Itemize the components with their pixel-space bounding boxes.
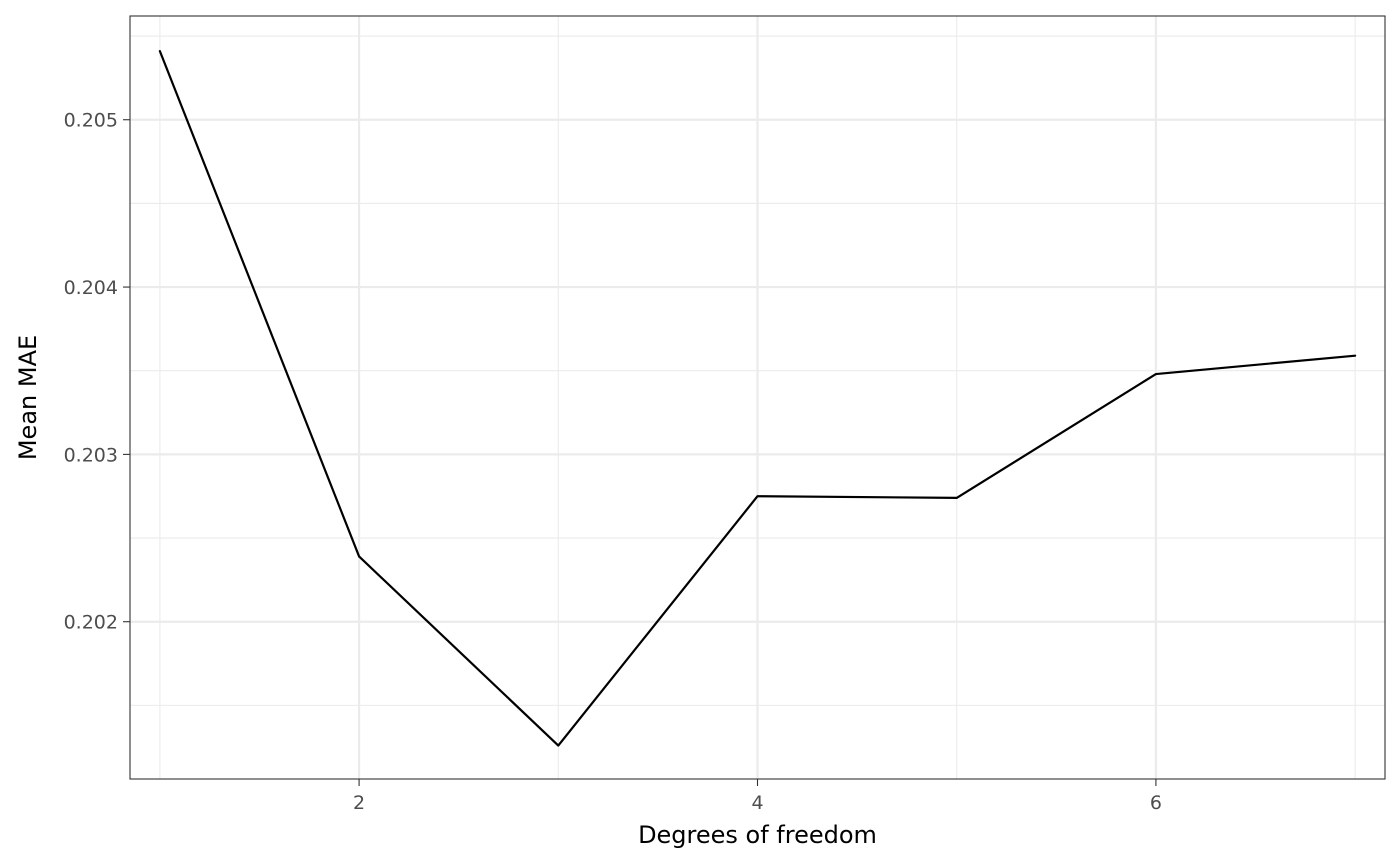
x-tick-label: 4 — [751, 792, 763, 814]
series-line — [158, 50, 1357, 747]
x-tick-label: 6 — [1150, 792, 1162, 814]
y-tick-label: 0.203 — [64, 444, 118, 466]
series-layer — [158, 50, 1357, 747]
y-tick-label: 0.202 — [64, 612, 118, 634]
y-tick-label: 0.204 — [64, 277, 118, 299]
y-axis-title: Mean MAE — [14, 335, 42, 460]
x-tick-label: 2 — [353, 792, 365, 814]
x-axis: 2 4 6 — [353, 779, 1162, 814]
x-axis-title: Degrees of freedom — [638, 821, 877, 849]
y-tick-label: 0.205 — [64, 110, 118, 132]
major-gridlines — [130, 16, 1385, 779]
y-axis: 0.202 0.203 0.204 0.205 — [64, 110, 130, 634]
